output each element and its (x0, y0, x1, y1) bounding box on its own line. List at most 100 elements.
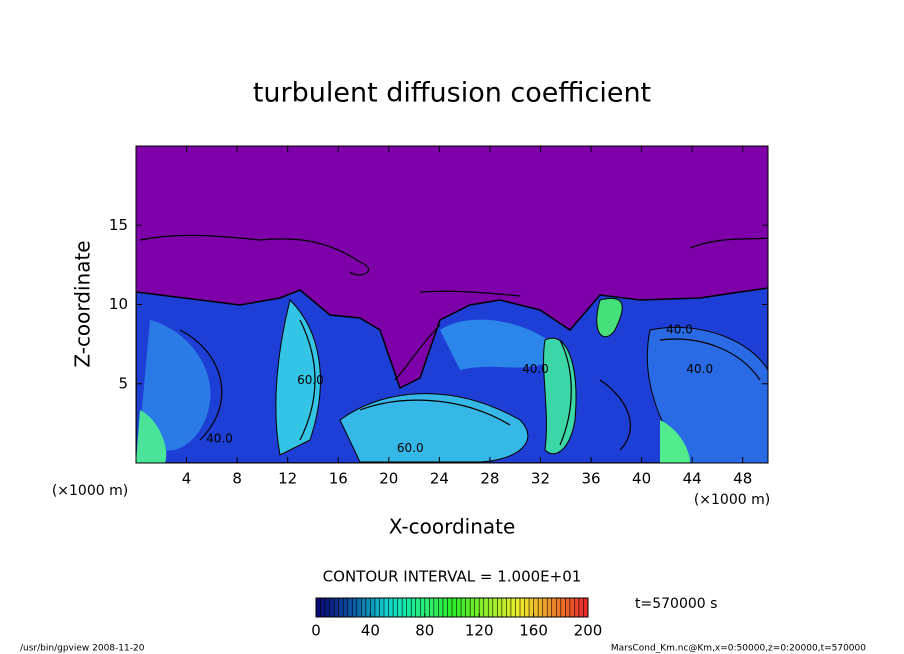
colorbar-cell (424, 598, 430, 617)
contour-line (299, 319, 316, 441)
colorbar-cell (569, 598, 575, 617)
colorbar-cell (574, 598, 580, 617)
colorbar-cell (320, 598, 326, 617)
colorbar-cell (411, 598, 417, 617)
colorbar-cell (415, 598, 421, 617)
x-tick-label: 20 (379, 470, 398, 488)
y-tick-label: 10 (109, 295, 128, 313)
colorbar-cell (520, 598, 525, 617)
contour-label: 60.0 (297, 373, 324, 387)
field-patch (543, 337, 577, 455)
colorbar-cell (488, 598, 494, 617)
x-axis-label: X-coordinate (389, 515, 516, 539)
colorbar-cell (506, 598, 512, 617)
colorbar-cell (529, 598, 534, 617)
contour-label: 60.0 (397, 441, 424, 455)
colorbar-cell (551, 598, 557, 617)
colorbar-cell (578, 598, 584, 617)
field-patch (646, 326, 768, 463)
colorbar-cell (474, 598, 480, 617)
colorbar-cell (316, 598, 321, 617)
colorbar-cell (388, 598, 394, 617)
contour-line (359, 399, 511, 426)
colorbar-cell (533, 598, 539, 617)
colorbar-cell (560, 598, 566, 617)
colorbar-cell (438, 598, 444, 617)
colorbar-cell (538, 598, 543, 617)
contour-label: 40.0 (206, 432, 233, 446)
colorbar-cell (379, 598, 385, 617)
contour-line (419, 290, 521, 297)
colorbar-cell (325, 598, 330, 617)
colorbar-cell (501, 598, 507, 617)
colorbar-cell (456, 598, 462, 617)
x-tick-label: 8 (232, 470, 242, 488)
contour-label: 40.0 (686, 362, 713, 376)
colorbar-cell (384, 598, 389, 617)
x-tick-label: 16 (329, 470, 348, 488)
y-unit: (×1000 m) (52, 483, 128, 499)
colorbar-cell (361, 598, 367, 617)
colorbar-cell (524, 598, 530, 617)
colorbar-cell (347, 598, 353, 617)
contour-line (599, 379, 631, 451)
colorbar-tick-label: 0 (311, 622, 321, 640)
colorbar-cell (547, 598, 553, 617)
y-tick-label: 5 (118, 374, 128, 392)
footer-left: /usr/bin/gpview 2008-11-20 (20, 644, 145, 654)
contour-line (394, 324, 441, 381)
colorbar-cell (406, 598, 412, 617)
colorbar-tick-label: 80 (415, 622, 434, 640)
x-tick-label: 36 (581, 470, 600, 488)
colorbar-cell (556, 598, 562, 617)
contour-label: 40.0 (522, 362, 549, 376)
contour-label: 40.0 (666, 322, 693, 336)
colorbar-tick-label: 160 (519, 622, 548, 640)
colorbar-cell (343, 598, 349, 617)
colorbar-cell (329, 598, 335, 617)
colorbar-cell (497, 598, 503, 617)
field-patch (136, 410, 167, 463)
colorbar-cell (442, 598, 448, 617)
colorbar-cell (370, 598, 376, 617)
colorbar-cell (447, 598, 453, 617)
x-tick-label: 40 (632, 470, 651, 488)
colorbar-cell (402, 598, 407, 617)
field-patch (440, 319, 560, 370)
colorbar-cell (515, 598, 521, 617)
field (136, 146, 768, 463)
footer-right: MarsCond_Km.nc@Km,x=0:50000,z=0:20000,t=… (611, 644, 866, 654)
colorbar-cell (510, 598, 516, 617)
colorbar-cell (465, 598, 471, 617)
contour-interval: CONTOUR INTERVAL = 1.000E+01 (323, 568, 582, 586)
colorbar-tick-label: 40 (361, 622, 380, 640)
colorbar-cell (338, 598, 344, 617)
x-tick-label: 12 (278, 470, 297, 488)
colorbar-cell (461, 598, 466, 617)
colorbar-cell (397, 598, 403, 617)
contour-line (179, 329, 223, 441)
colorbar-cell (433, 598, 439, 617)
x-unit: (×1000 m) (694, 492, 770, 508)
colorbar-cell (356, 598, 362, 617)
colorbar-cell (334, 598, 339, 617)
contour-line (659, 338, 761, 381)
colorbar-tick-label: 200 (574, 622, 603, 640)
colorbar-cell (365, 598, 371, 617)
y-tick-label: 15 (109, 216, 128, 234)
colorbar-cell (393, 598, 398, 617)
field-patch (596, 297, 623, 338)
colorbar-cell (352, 598, 358, 617)
colorbar-cell (492, 598, 498, 617)
colorbar-cell (583, 598, 589, 617)
y-axis-label: Z-coordinate (71, 240, 95, 367)
x-tick-label: 24 (430, 470, 449, 488)
field-patch (140, 320, 211, 451)
colorbar-cell (420, 598, 426, 617)
colorbar-cell (565, 598, 571, 617)
x-tick-label: 44 (683, 470, 702, 488)
contour-line (139, 234, 369, 276)
field-patch (660, 420, 690, 463)
contour-line (559, 339, 572, 446)
